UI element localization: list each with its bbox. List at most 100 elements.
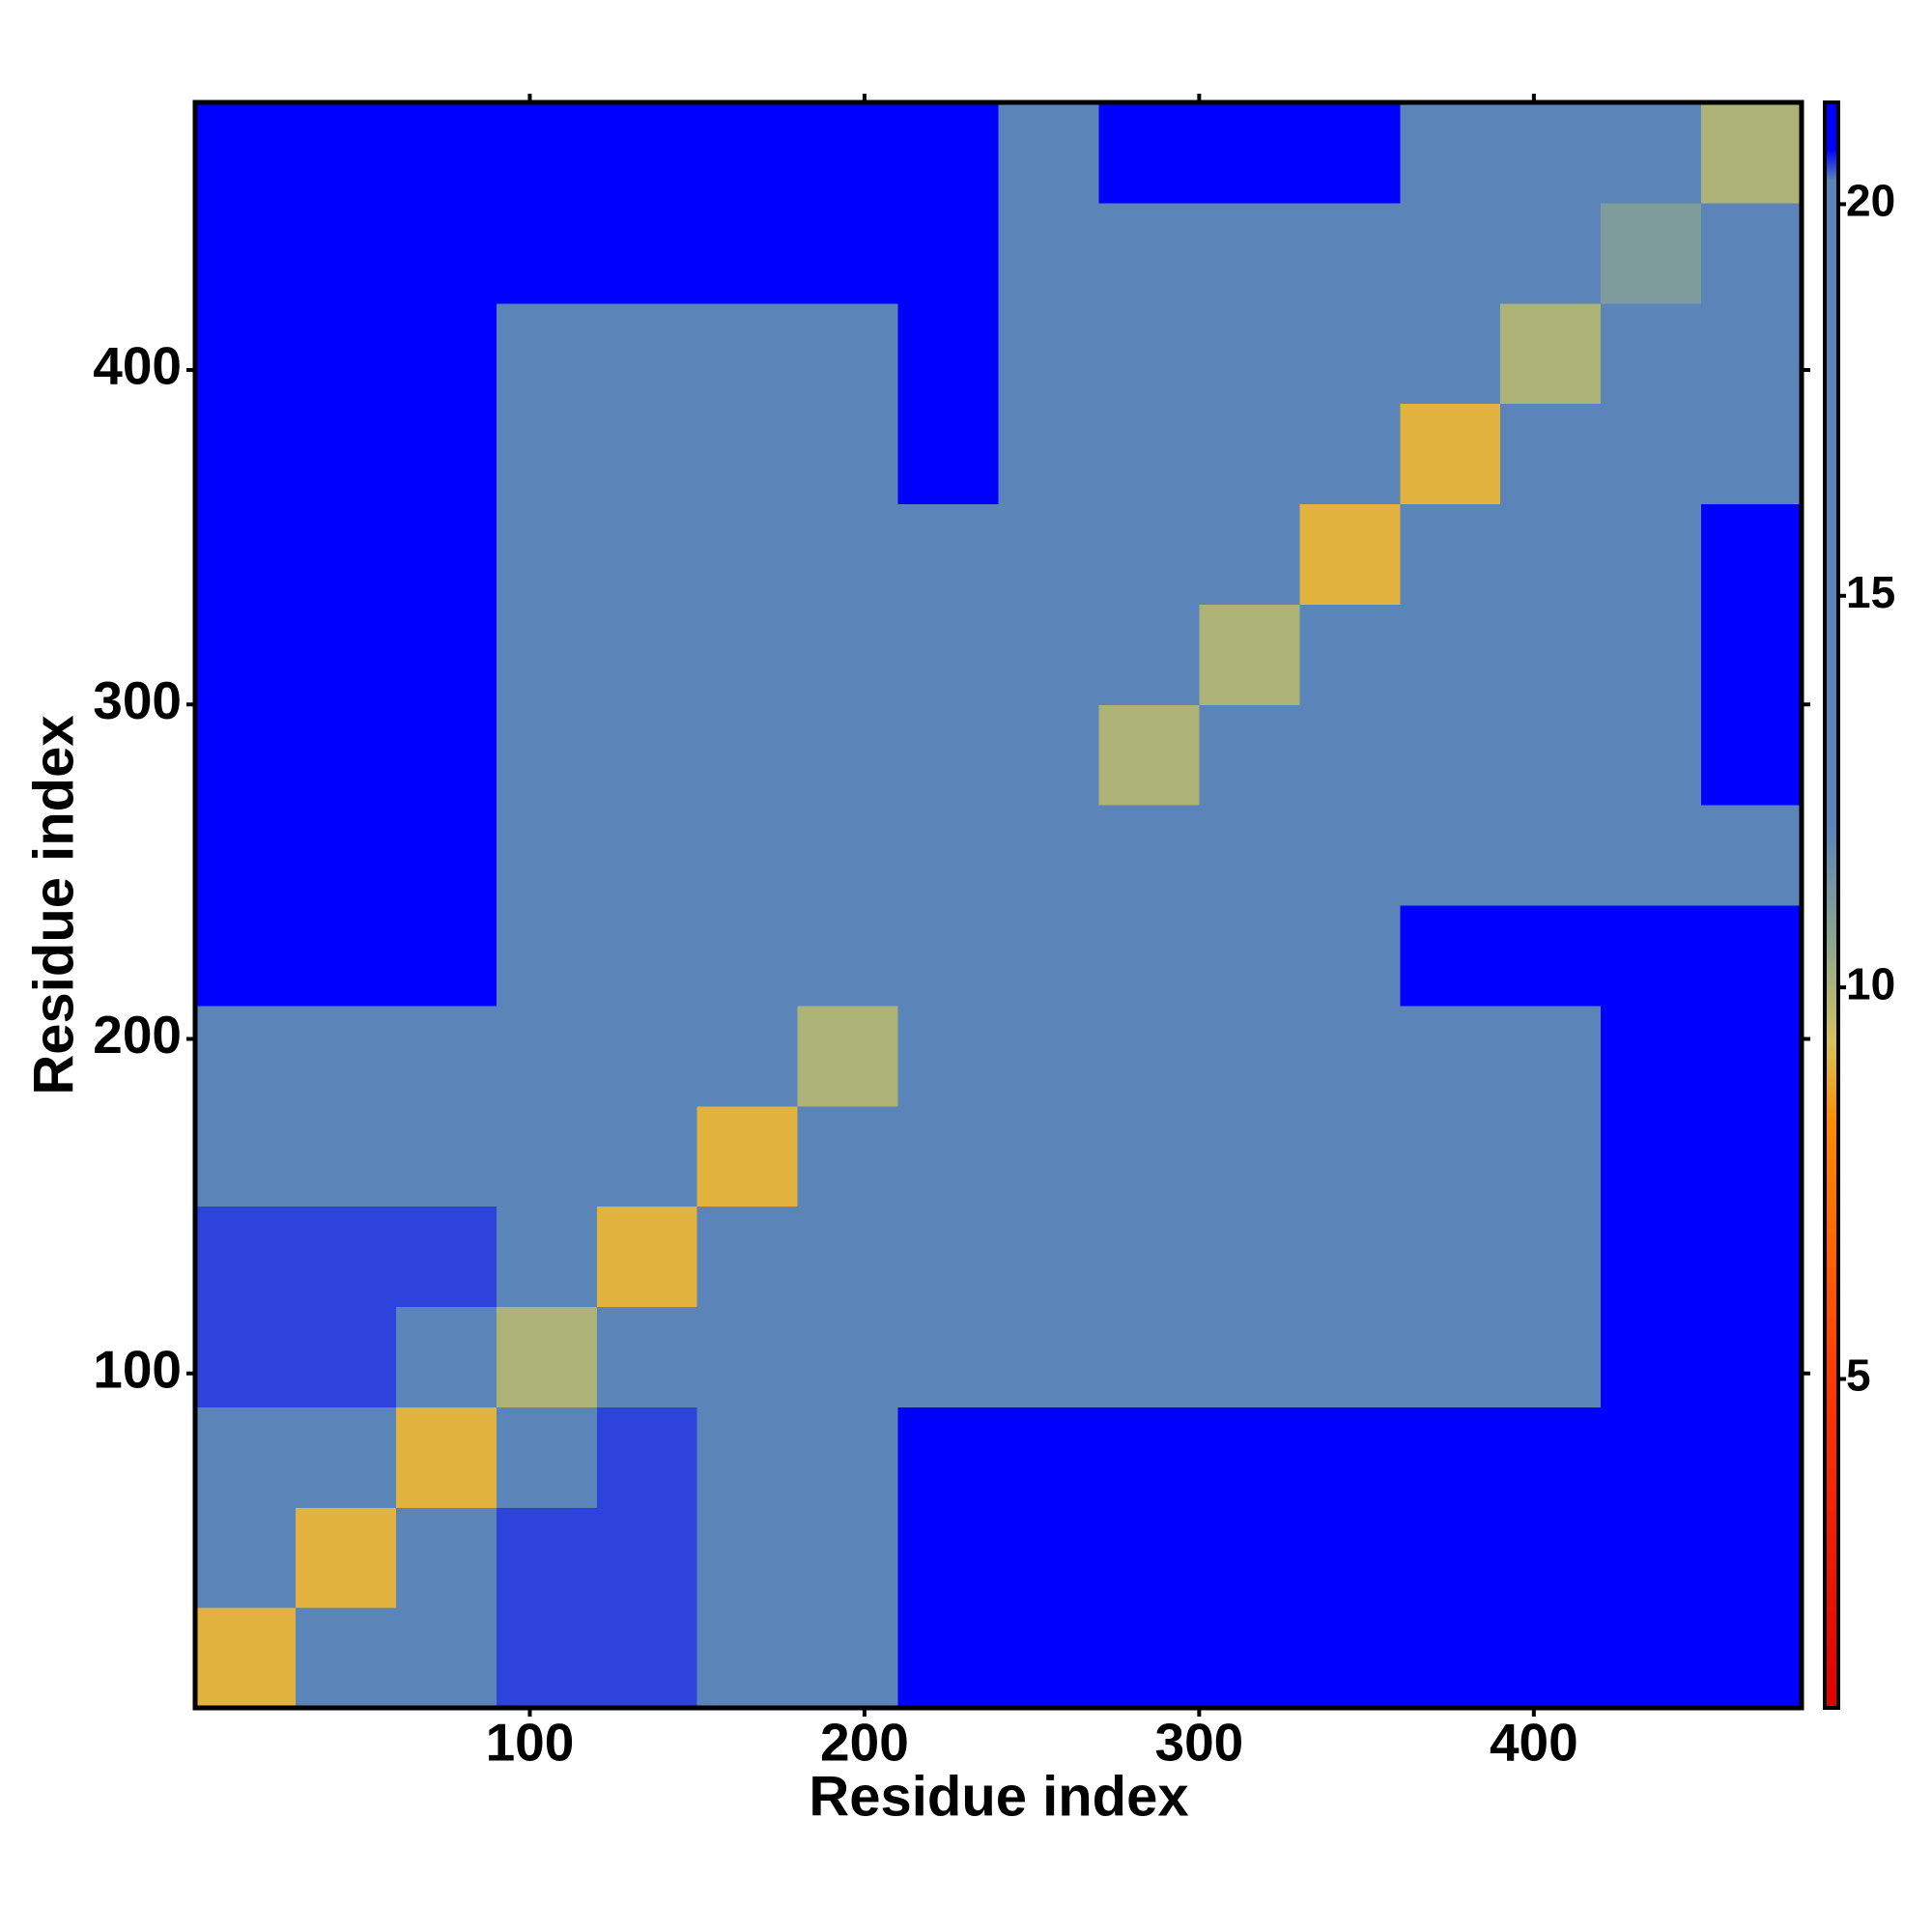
heatmap-cell (395, 1607, 497, 1709)
heatmap-cell (596, 1005, 698, 1107)
heatmap-cell (1500, 403, 1602, 504)
heatmap-cell (897, 102, 999, 204)
heatmap-cell (1701, 805, 1803, 906)
heatmap-cell (797, 1105, 899, 1208)
heatmap-cell (897, 1005, 999, 1107)
heatmap-cell (195, 1406, 297, 1508)
heatmap-cell (1400, 1406, 1501, 1508)
heatmap-cell (1199, 905, 1300, 1007)
heatmap-cell (1098, 1306, 1200, 1407)
heatmap-cell (1299, 403, 1401, 504)
heatmap-cell (1400, 1005, 1501, 1107)
heatmap-cell (1299, 805, 1401, 906)
heatmap-cell (998, 905, 1099, 1007)
heatmap-cell (496, 905, 598, 1007)
heatmap-cell (295, 905, 397, 1007)
heatmap-cell (1299, 1406, 1401, 1508)
heatmap-cell (596, 102, 698, 204)
heatmap-cell (696, 1206, 799, 1307)
heatmap-cell (395, 1406, 497, 1508)
heatmap-cell (696, 905, 799, 1007)
heatmap-cell (395, 1005, 497, 1107)
heatmap-cell (496, 1507, 598, 1608)
heatmap-cell (998, 503, 1099, 605)
heatmap-cell (596, 1607, 698, 1709)
heatmap-cell (1199, 302, 1300, 405)
heatmap-cell (797, 704, 899, 806)
heatmap-cell (496, 403, 598, 504)
heatmap-cell (195, 1607, 297, 1709)
heatmap-cell (1500, 1206, 1602, 1307)
heatmap-cell (295, 1206, 397, 1307)
heatmap-cell (1199, 1507, 1300, 1608)
heatmap-cell (1601, 1105, 1702, 1208)
heatmap-cell (1601, 604, 1702, 705)
heatmap-cell (1199, 1206, 1300, 1307)
heatmap-cell (195, 503, 297, 605)
heatmap-cell (295, 503, 397, 605)
heatmap-cell (897, 1507, 999, 1608)
heatmap-cell (496, 704, 598, 806)
heatmap-cell (797, 604, 899, 705)
heatmap-cell (596, 905, 698, 1007)
heatmap-cell (596, 1507, 698, 1608)
heatmap-cell (1299, 1607, 1401, 1709)
heatmap-cell (295, 1005, 397, 1107)
heatmap-cell (797, 503, 899, 605)
heatmap-cell (897, 604, 999, 705)
heatmap-cell (1299, 1105, 1401, 1208)
y-tick-label: 300 (93, 670, 182, 730)
axes: 100 200 300 400 100 200 300 400 5 10 15 20 (93, 94, 1895, 1773)
heatmap-cell (1400, 905, 1501, 1007)
heatmap-cell (696, 102, 799, 204)
heatmap-cell (1299, 1206, 1401, 1307)
heatmap-cell (897, 1105, 999, 1208)
heatmap-cell (295, 1105, 397, 1208)
heatmap-cell (596, 704, 698, 806)
heatmap-cell (1701, 202, 1803, 304)
heatmap-cell (1601, 1507, 1702, 1608)
heatmap-cell (998, 1507, 1099, 1608)
heatmap-cell (998, 1005, 1099, 1107)
heatmap-cell (295, 403, 397, 504)
heatmap-cell (1199, 1105, 1300, 1208)
heatmap-cell (496, 1105, 598, 1208)
heatmap-cell (1701, 704, 1803, 806)
heatmap-cell (696, 704, 799, 806)
heatmap-cell (1601, 1206, 1702, 1307)
heatmap-cell (1601, 704, 1702, 806)
heatmap-cell (998, 805, 1099, 906)
heatmap-cell (998, 403, 1099, 504)
heatmap-cell (696, 1306, 799, 1407)
heatmap-cell (1400, 503, 1501, 605)
heatmap-cell (696, 805, 799, 906)
heatmap-cell (1299, 604, 1401, 705)
heatmap-cell (1299, 905, 1401, 1007)
heatmap-cell (1098, 604, 1200, 705)
heatmap-cell (1500, 102, 1602, 204)
heatmap-cell (1299, 503, 1401, 605)
heatmap-cell (596, 1306, 698, 1407)
y-tick-label: 100 (93, 1339, 182, 1399)
heatmap-cell (1701, 1507, 1803, 1608)
heatmap-cell (1098, 704, 1200, 806)
plot-frame (192, 99, 1804, 1711)
heatmap-cell (897, 503, 999, 605)
heatmap-cell (897, 202, 999, 304)
heatmap-cell (1199, 503, 1300, 605)
heatmap-cell (195, 905, 297, 1007)
heatmap-cell (1500, 503, 1602, 605)
heatmap-cell (1701, 1406, 1803, 1508)
heatmap-cell (395, 604, 497, 705)
heatmap-cell (797, 202, 899, 304)
heatmap-cell (998, 1607, 1099, 1709)
heatmap-cell (1098, 1206, 1200, 1307)
heatmap-cell (1400, 403, 1501, 504)
heatmap-cell (897, 1406, 999, 1508)
heatmap-cell (295, 704, 397, 806)
heatmap-cell (797, 102, 899, 204)
x-tick-label: 100 (486, 1713, 575, 1773)
heatmap-cell (696, 302, 799, 405)
heatmap-cell (1098, 1005, 1200, 1107)
heatmap-cell (1199, 202, 1300, 304)
